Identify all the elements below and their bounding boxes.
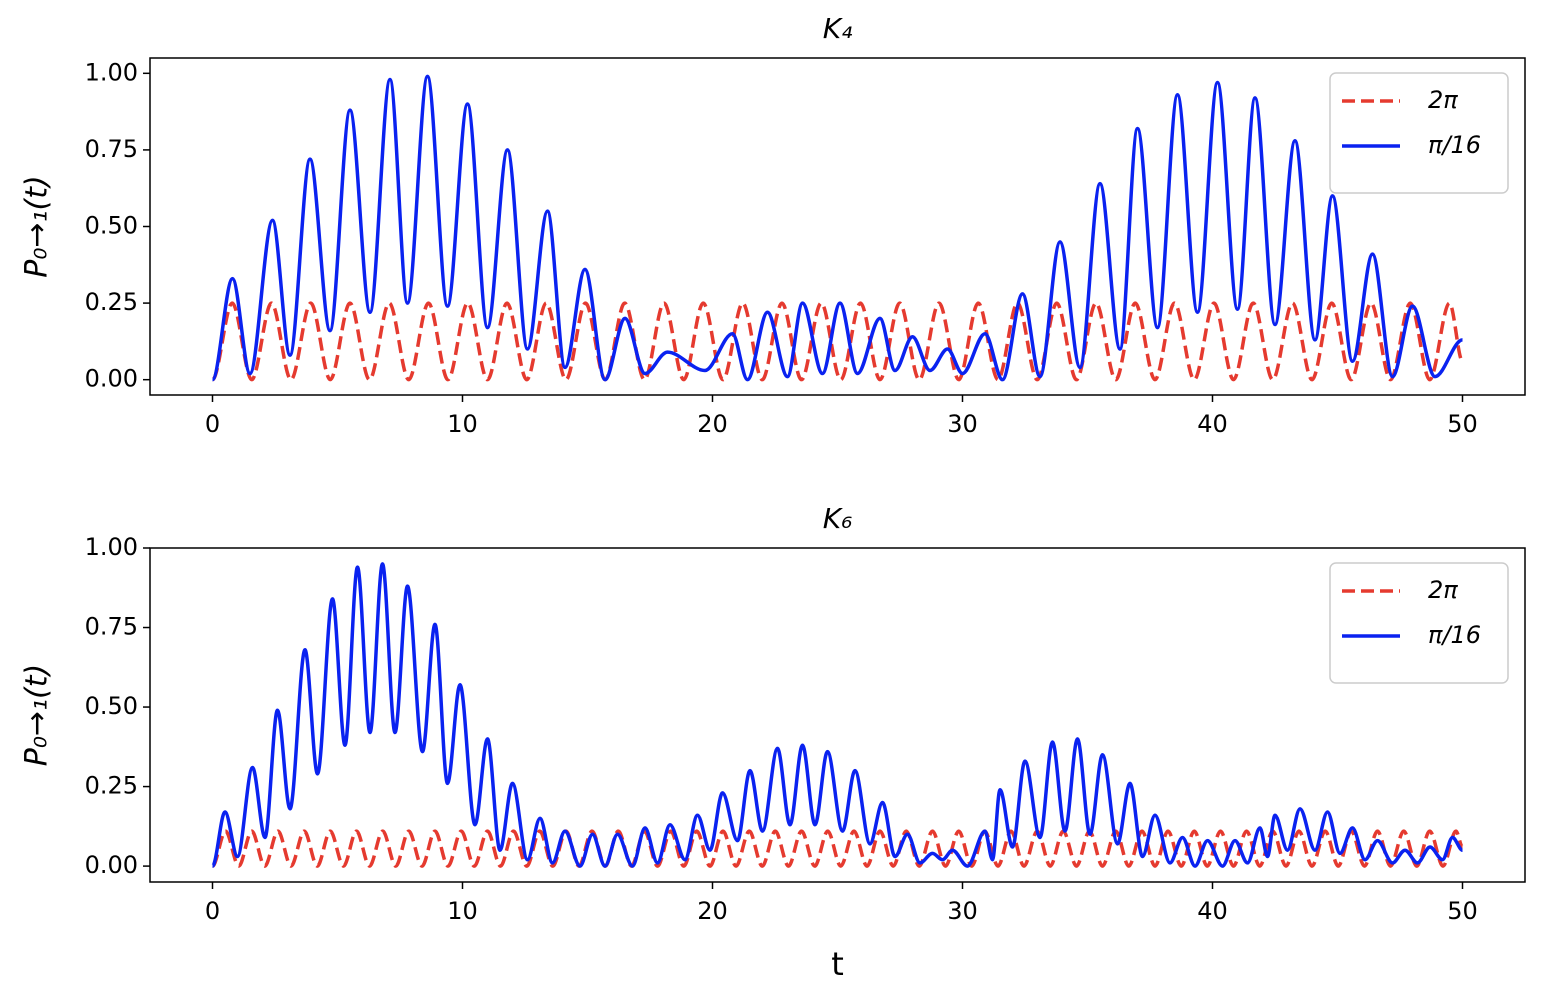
x-tick-label: 40 [1197,897,1228,925]
x-tick-label: 20 [697,410,728,438]
y-tick-label: 0.25 [85,772,138,800]
x-tick-label: 10 [447,897,478,925]
series-line [210,301,1465,382]
chart-title: K₆ [823,502,853,535]
y-tick-label: 0.50 [85,212,138,240]
x-tick-label: 0 [205,897,220,925]
y-tick-label: 0.75 [85,613,138,641]
axes-frame [149,547,1526,883]
y-tick-label: 0.00 [85,365,138,393]
y-tick-label: 0.25 [85,288,138,316]
series-line [210,829,1465,868]
y-tick-label: 0.50 [85,692,138,720]
legend-box [1329,72,1509,194]
series-line [210,562,1464,868]
y-axis-label: P₀→₁(t) [20,175,55,277]
y-tick-label: 0.00 [85,851,138,879]
y-tick-label: 0.75 [85,135,138,163]
legend-label: 2π [1428,86,1458,114]
x-tick-label: 30 [947,897,978,925]
series-line [210,74,1464,382]
x-tick-label: 0 [205,410,220,438]
x-tick-label: 50 [1447,897,1478,925]
y-axis-label: P₀→₁(t) [20,664,55,766]
legend-box [1329,562,1509,684]
legend-label: 2π [1428,576,1458,604]
axes-frame [149,57,1526,396]
y-tick-label: 1.00 [85,58,138,86]
x-tick-label: 30 [947,410,978,438]
x-tick-label: 20 [697,897,728,925]
x-axis-label: t [831,945,844,983]
x-tick-label: 10 [447,410,478,438]
y-tick-label: 1.00 [85,533,138,561]
legend-label: π/16 [1428,621,1481,649]
x-tick-label: 50 [1447,410,1478,438]
legend-label: π/16 [1428,131,1481,159]
chart-title: K₄ [823,12,853,45]
x-tick-label: 40 [1197,410,1228,438]
